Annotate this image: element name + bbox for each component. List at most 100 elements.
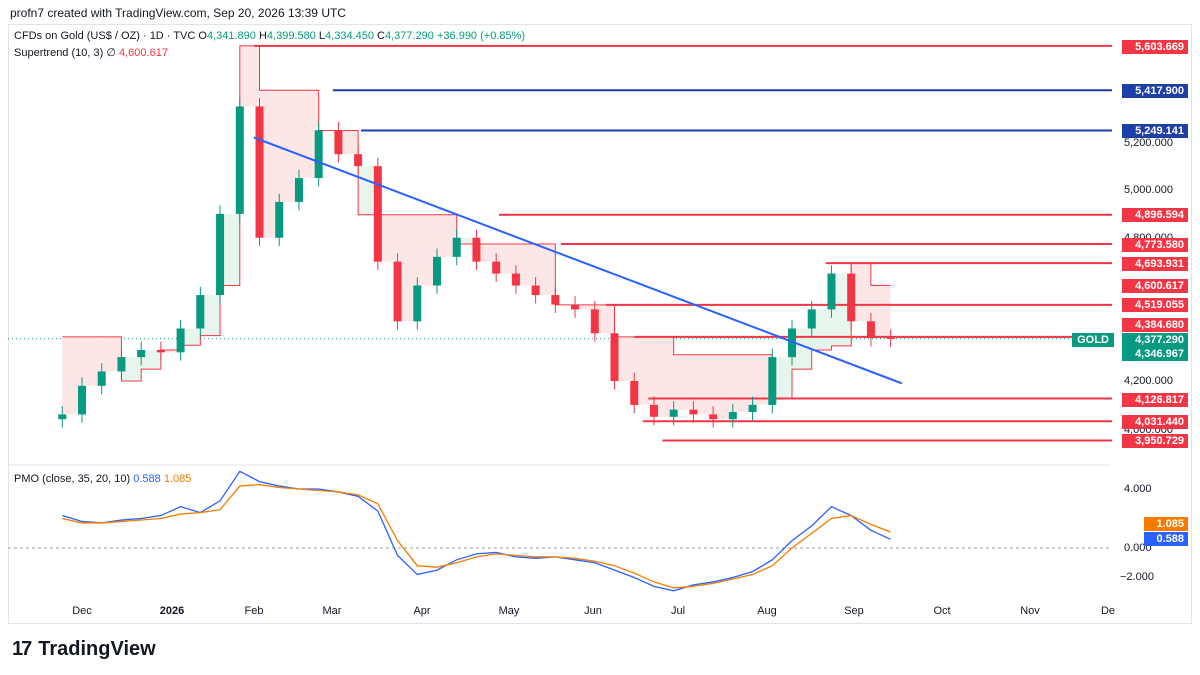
supertrend-fill-segment xyxy=(82,336,102,386)
change-value: +36.990 (+0.85%) xyxy=(436,30,526,42)
candle-body xyxy=(492,261,501,274)
supertrend-fill-segment xyxy=(732,354,753,413)
month-label: Oct xyxy=(933,605,951,617)
low-value: 4,334.450 xyxy=(325,30,374,42)
price-tag-4519: 4,519.055 xyxy=(1122,298,1188,312)
candle-body xyxy=(768,357,777,405)
candle-body xyxy=(649,404,658,417)
symbol-tag: GOLD xyxy=(1072,333,1114,347)
pmo-value-tag: 0.588 xyxy=(1144,532,1188,546)
supertrend-symbol: ∅ xyxy=(106,47,116,59)
price-tag-4600: 4,600.617 xyxy=(1122,279,1188,293)
supertrend-fill-segment xyxy=(811,309,832,350)
candle-body xyxy=(452,237,461,257)
candle-body xyxy=(630,381,639,405)
month-label: Jul xyxy=(670,605,686,617)
pmo-signal-value: 1.085 xyxy=(163,473,192,485)
low-label: L xyxy=(318,30,326,42)
candle-body xyxy=(866,321,875,339)
candle-body xyxy=(275,201,284,238)
candle-body xyxy=(728,412,737,420)
tradingview-logo[interactable]: 17 TradingView xyxy=(12,638,156,661)
supertrend-name: Supertrend (10, 3) xyxy=(14,47,104,59)
supertrend-fill-segment xyxy=(141,349,161,370)
pmo-signal-tag: 1.085 xyxy=(1144,517,1188,531)
candle-body xyxy=(156,349,165,353)
supertrend-fill-segment xyxy=(831,273,852,346)
price-tag-4031: 4,031.440 xyxy=(1122,415,1188,429)
candle-body xyxy=(373,166,382,262)
supertrend-fill-segment xyxy=(220,213,240,286)
symbol-legend[interactable]: CFDs on Gold (US$ / OZ) · 1D · TVC O4,34… xyxy=(14,30,525,42)
supertrend-fill-segment xyxy=(476,244,497,262)
supertrend-fill-segment xyxy=(772,357,793,399)
price-tag-5249: 5,249.141 xyxy=(1122,124,1188,138)
candle-body xyxy=(294,178,303,202)
candle-body xyxy=(235,106,244,214)
candle-body xyxy=(689,409,698,415)
supertrend-fill-segment xyxy=(62,336,82,415)
symbol-name: CFDs on Gold (US$ / OZ) · 1D · TVC xyxy=(14,30,196,42)
candle-body xyxy=(886,338,895,340)
month-label: Mar xyxy=(322,605,342,617)
price-tag-5417: 5,417.900 xyxy=(1122,84,1188,98)
candle-body xyxy=(610,333,619,381)
supertrend-value: 4,600.617 xyxy=(119,47,168,59)
supertrend-fill-segment xyxy=(160,349,181,353)
supertrend-fill-segment xyxy=(437,214,457,257)
month-label: 2026 xyxy=(159,605,185,617)
supertrend-fill-segment xyxy=(634,336,654,405)
price-tag-4126: 4,126.817 xyxy=(1122,393,1188,407)
close-label: C xyxy=(377,30,385,42)
candle-body xyxy=(551,295,560,305)
supertrend-fill-segment xyxy=(713,354,733,420)
candle-body xyxy=(472,237,481,262)
supertrend-fill-segment xyxy=(239,45,260,107)
supertrend-fill-segment xyxy=(851,263,871,322)
candle-body xyxy=(413,285,422,322)
candle-body xyxy=(216,213,225,296)
supertrend-fill-segment xyxy=(417,214,438,286)
candle-body xyxy=(669,409,678,417)
high-label: H xyxy=(258,30,267,42)
supertrend-fill-segment xyxy=(575,304,595,310)
candle-body xyxy=(847,273,856,322)
supertrend-fill-segment xyxy=(180,328,201,346)
supertrend-fill-segment xyxy=(614,336,635,381)
month-label: Jun xyxy=(584,605,602,617)
supertrend-fill-segment xyxy=(535,244,556,296)
pmo-legend[interactable]: PMO (close, 35, 20, 10) 0.588 1.085 xyxy=(14,473,191,485)
candle-body xyxy=(334,130,343,155)
high-value: 4,399.580 xyxy=(266,30,316,42)
candle-body xyxy=(58,414,67,420)
pmo-axis-tick: −2.000 xyxy=(1120,571,1154,583)
supertrend-fill-segment xyxy=(594,304,615,334)
price-tag-4896: 4,896.594 xyxy=(1122,208,1188,222)
price-axis-tick: 5,000.000 xyxy=(1124,184,1173,196)
month-label: Dec xyxy=(72,605,92,617)
supertrend-fill-segment xyxy=(792,328,812,370)
price-tag-4346: 4,346.967 xyxy=(1122,347,1188,361)
supertrend-fill-segment xyxy=(200,295,221,336)
price-axis-tick: 4,200.000 xyxy=(1124,375,1173,387)
price-tag-4773: 4,773.580 xyxy=(1122,238,1188,252)
price-tag-4384: 4,384.680 xyxy=(1122,318,1188,332)
tradingview-logo-icon: 17 xyxy=(12,638,32,660)
supertrend-fill-segment xyxy=(259,90,280,238)
month-label: Feb xyxy=(244,605,264,617)
price-tag-4693: 4,693.931 xyxy=(1122,257,1188,271)
candle-body xyxy=(511,273,520,286)
supertrend-fill-segment xyxy=(121,357,142,381)
supertrend-fill-segment xyxy=(515,244,536,286)
candle-body xyxy=(97,371,106,386)
candle-body xyxy=(807,309,816,329)
supertrend-legend[interactable]: Supertrend (10, 3) ∅ 4,600.617 xyxy=(14,46,168,59)
month-label: Sep xyxy=(844,605,864,617)
candle-body xyxy=(255,106,264,238)
pmo-signal-line xyxy=(62,483,891,589)
pmo-value: 0.588 xyxy=(133,473,161,485)
supertrend-fill-segment xyxy=(653,336,674,417)
close-value: 4,377.290 xyxy=(384,30,434,42)
candle-body xyxy=(314,130,323,179)
